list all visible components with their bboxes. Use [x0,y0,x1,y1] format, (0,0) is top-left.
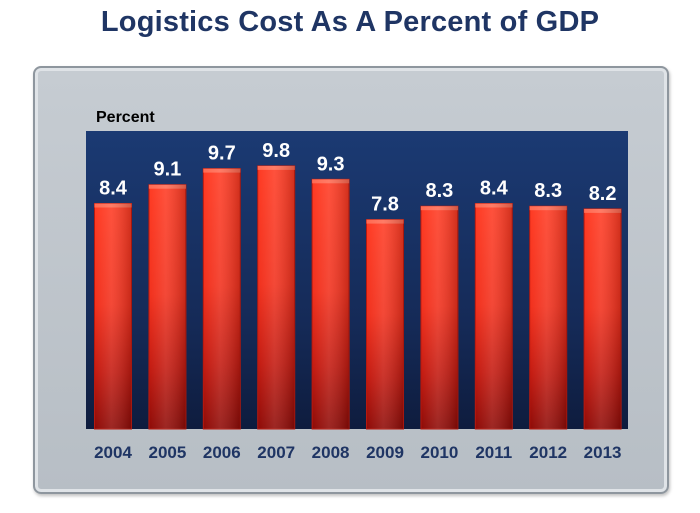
bar-shading [94,203,132,429]
bar-shading [312,179,350,429]
bars-layer [94,165,622,430]
page-title: Logistics Cost As A Percent of GDP [100,6,600,38]
x-tick-label: 2009 [366,443,404,462]
x-tick-labels-layer: 2004 2005 2006 2007 2008 2009 2010 2011 2012 2013 [94,443,621,462]
bar-shading [203,168,241,429]
data-label: 9.7 [208,143,236,165]
x-tick-label: 2010 [420,443,458,462]
data-label: 7.8 [371,194,399,216]
bar-shading [366,219,404,429]
x-tick-label: 2008 [312,443,350,462]
data-label: 8.3 [534,180,562,202]
data-label: 8.4 [99,178,128,200]
bar-shading [475,203,513,429]
x-tick-label: 2011 [475,443,512,462]
bar-shading [529,206,567,429]
x-tick-label: 2006 [203,443,241,462]
bar-shading [420,206,458,429]
data-labels-layer: 8.4 9.1 9.7 9.8 9.3 7.8 8.3 8.4 8.3 8.2 [99,140,616,216]
y-axis-label: Percent [96,109,155,126]
data-label: 8.4 [480,178,509,200]
data-label: 9.8 [262,140,290,162]
data-label: 8.3 [425,180,453,202]
x-tick-label: 2005 [148,443,186,462]
data-label: 9.1 [153,159,181,181]
x-tick-label: 2007 [257,443,295,462]
bar-shading [584,208,622,429]
bar-shading [257,165,295,429]
bar-shading [148,184,186,429]
x-tick-label: 2013 [584,443,622,462]
x-tick-label: 2012 [529,443,567,462]
data-label: 8.2 [589,183,617,205]
data-label: 9.3 [317,153,345,175]
x-tick-label: 2004 [94,443,132,462]
